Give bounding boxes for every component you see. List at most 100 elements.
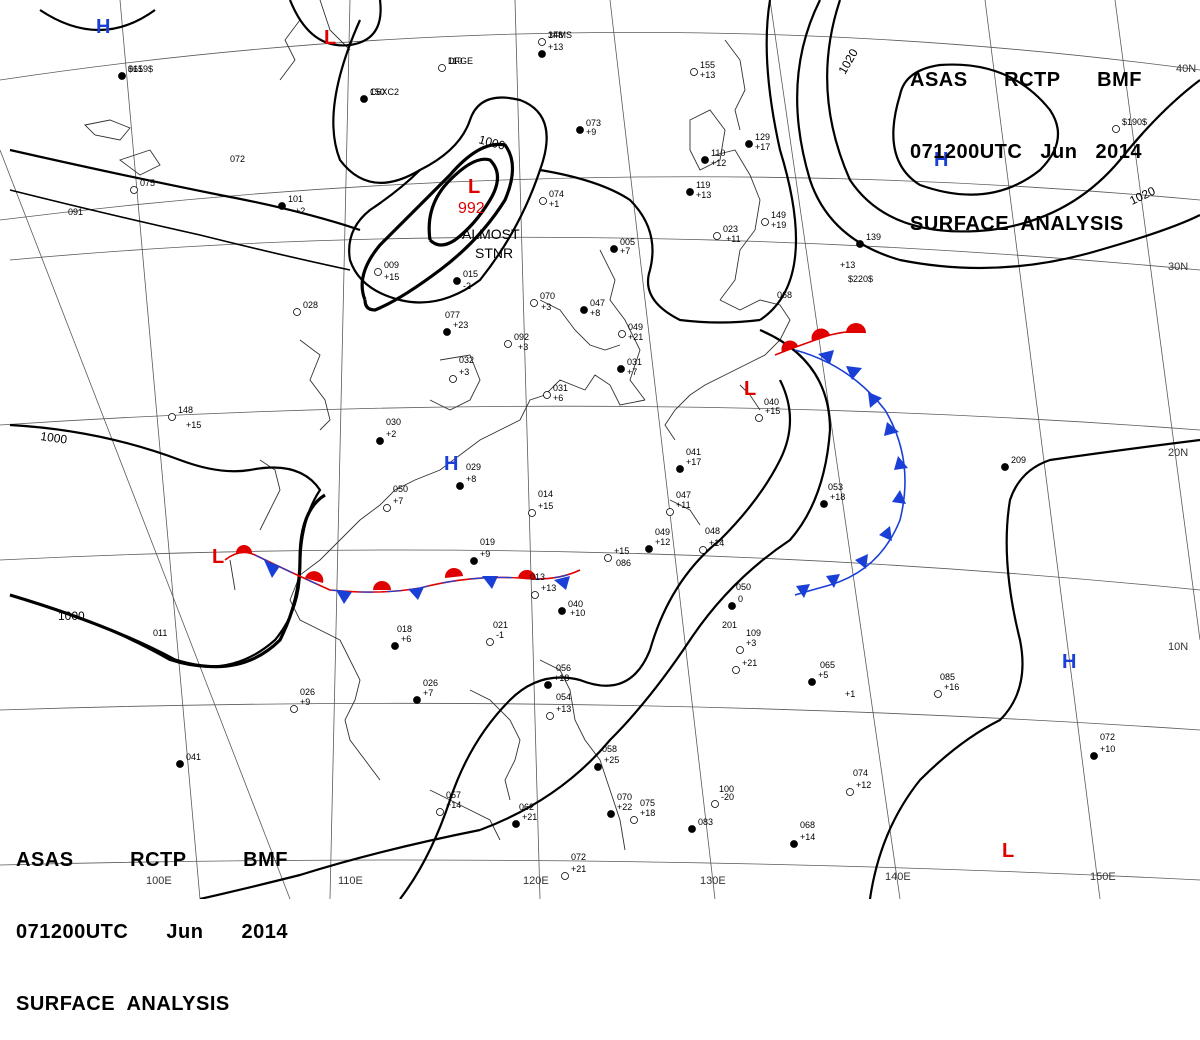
station-value: 155 xyxy=(700,60,715,70)
station-value: +1 xyxy=(845,689,855,699)
station-circle xyxy=(293,308,301,316)
lon-label: 120E xyxy=(523,875,549,887)
station-value: 056 xyxy=(556,663,571,673)
station-circle xyxy=(512,820,520,828)
station-value: 073 xyxy=(586,118,601,128)
station-value: -1 xyxy=(496,630,504,640)
header-office: RCTP xyxy=(1004,69,1061,91)
annotation-stnr: STNR xyxy=(475,245,513,261)
station-value: +15 xyxy=(614,546,629,556)
station-circle xyxy=(856,240,864,248)
station-circle xyxy=(645,545,653,553)
low-center: L xyxy=(324,27,336,49)
station-circle xyxy=(130,186,138,194)
chart-header-bottom-left: ASAS RCTP BMF 071200UTC Jun 2014 SURFACE… xyxy=(16,800,288,1040)
station-value: 013 xyxy=(530,572,545,582)
station-value: +7 xyxy=(393,496,403,506)
station-value: 148 xyxy=(548,30,563,40)
station-value: 110 xyxy=(711,148,725,158)
station-value: 209 xyxy=(1011,455,1026,465)
station-circle xyxy=(1112,125,1120,133)
station-circle xyxy=(790,840,798,848)
station-value: 061 xyxy=(128,64,143,74)
station-value: +10 xyxy=(570,608,585,618)
station-circle xyxy=(453,277,461,285)
station-value: 085 xyxy=(940,672,955,682)
high-center: H xyxy=(444,453,458,475)
station-value: 030 xyxy=(386,417,401,427)
station-circle xyxy=(486,638,494,646)
station-circle xyxy=(546,712,554,720)
station-value: +13 xyxy=(700,70,715,80)
station-circle xyxy=(745,140,753,148)
header-month: Jun xyxy=(166,921,204,943)
station-circle xyxy=(538,50,546,58)
station-value: 023 xyxy=(723,224,738,234)
station-value: +5 xyxy=(818,670,828,680)
station-value: +18 xyxy=(640,808,655,818)
station-circle xyxy=(820,500,828,508)
station-circle xyxy=(543,391,551,399)
station-value: +12 xyxy=(711,158,726,168)
station-value: 072 xyxy=(571,852,586,862)
station-value: +19 xyxy=(771,220,786,230)
station-value: 050 xyxy=(393,484,408,494)
station-circle xyxy=(676,465,684,473)
station-value: 083 xyxy=(698,817,713,827)
low-center-992: L xyxy=(468,176,480,198)
station-value: 092 xyxy=(514,332,529,342)
station-value: +13 xyxy=(541,583,556,593)
station-circle xyxy=(604,554,612,562)
station-value: 021 xyxy=(493,620,508,630)
station-value: +15 xyxy=(765,406,780,416)
station-value: +3 xyxy=(459,367,469,377)
station-circle xyxy=(438,64,446,72)
station-value: +8 xyxy=(466,474,476,484)
station-value: 032 xyxy=(459,355,474,365)
header-region: ASAS xyxy=(910,69,968,91)
station-value: C6XC2 xyxy=(370,87,399,97)
station-value: 149 xyxy=(771,210,786,220)
station-value: +6 xyxy=(401,634,411,644)
lon-label: 130E xyxy=(700,875,726,887)
station-value: 065 xyxy=(820,660,835,670)
station-value: +3 xyxy=(746,638,756,648)
station-circle xyxy=(1001,463,1009,471)
isobar-992-low xyxy=(360,142,515,312)
low-center: L xyxy=(212,546,224,568)
lat-label: 10N xyxy=(1168,641,1188,653)
lon-label: 100E xyxy=(146,875,172,887)
weather-map: H L L 992 H L H L H L 1000 1000 1000 102… xyxy=(0,0,1200,899)
station-value: 040 xyxy=(764,397,779,407)
station-circle xyxy=(561,872,569,880)
station-value: 070 xyxy=(540,291,555,301)
header-code: BMF xyxy=(243,849,288,871)
pressure-centers: H L L 992 H L H L H L xyxy=(96,16,1076,862)
station-value: +8 xyxy=(590,308,600,318)
header-month: Jun xyxy=(1040,141,1078,163)
station-circle xyxy=(761,218,769,226)
station-circle xyxy=(374,268,382,276)
station-circle xyxy=(686,188,694,196)
station-circle xyxy=(688,825,696,833)
station-value: +2 xyxy=(295,206,305,216)
station-value: 091 xyxy=(68,207,83,217)
station-value: +10 xyxy=(1100,744,1115,754)
station-value: 058 xyxy=(602,744,617,754)
station-value: +23 xyxy=(453,320,468,330)
station-value: 028 xyxy=(303,300,318,310)
station-value: +15 xyxy=(538,501,553,511)
header-title: SURFACE ANALYSIS xyxy=(910,213,1124,235)
station-value: 074 xyxy=(853,768,868,778)
low-center: L xyxy=(1002,840,1014,862)
station-circle xyxy=(701,156,709,164)
station-value: 201 xyxy=(722,620,737,630)
station-value: 075 xyxy=(140,178,155,188)
station-value: +7 xyxy=(620,246,630,256)
station-value: 3FMS xyxy=(548,30,572,40)
station-value: +3 xyxy=(518,342,528,352)
station-value: 049 xyxy=(655,527,670,537)
station-value: 048 xyxy=(705,526,720,536)
station-circle xyxy=(470,557,478,565)
graticule xyxy=(0,0,1200,899)
